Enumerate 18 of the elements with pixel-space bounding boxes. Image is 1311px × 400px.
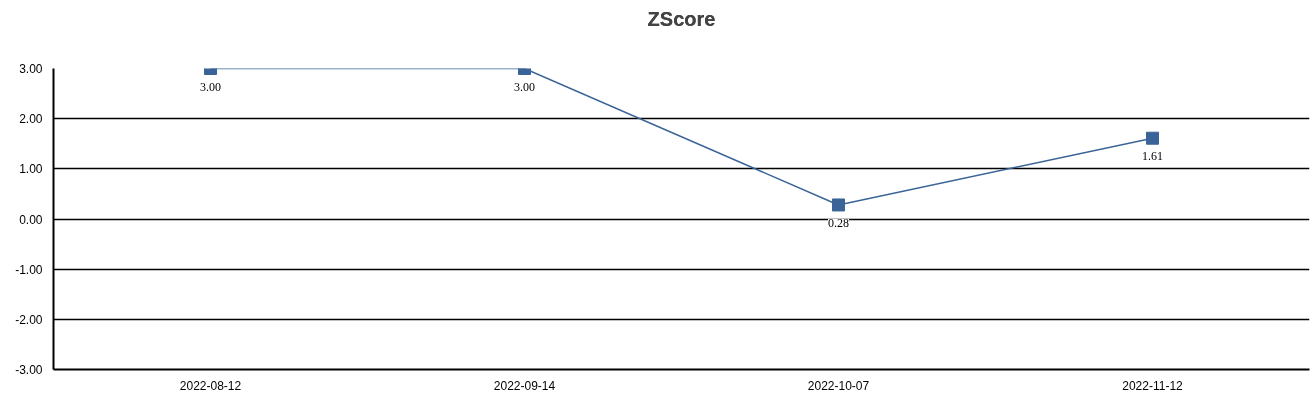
point — [1146, 131, 1159, 145]
y-tick-label: 1.00 — [19, 162, 43, 177]
data-label: 0.28 — [828, 215, 849, 230]
x-tick-label: 2022-09-14 — [493, 378, 556, 393]
chart-title: ZScore — [647, 7, 716, 30]
y-tick-label: -2.00 — [15, 312, 43, 327]
y-tick-label: -3.00 — [15, 363, 43, 377]
data-label: 3.00 — [200, 79, 221, 94]
x-tick-label: 2022-11-12 — [1122, 378, 1184, 393]
data-label: 1.61 — [1142, 149, 1163, 164]
x-tick-label: 2022-08-12 — [179, 378, 242, 393]
y-tick-label: 3.00 — [19, 62, 43, 76]
point — [832, 198, 845, 212]
y-tick-label: 0.00 — [19, 212, 43, 227]
y-tick-label: -1.00 — [15, 262, 43, 277]
data-label: 3.00 — [514, 79, 535, 94]
x-tick-label: 2022-10-07 — [807, 378, 870, 393]
y-tick-label: 2.00 — [19, 112, 43, 127]
